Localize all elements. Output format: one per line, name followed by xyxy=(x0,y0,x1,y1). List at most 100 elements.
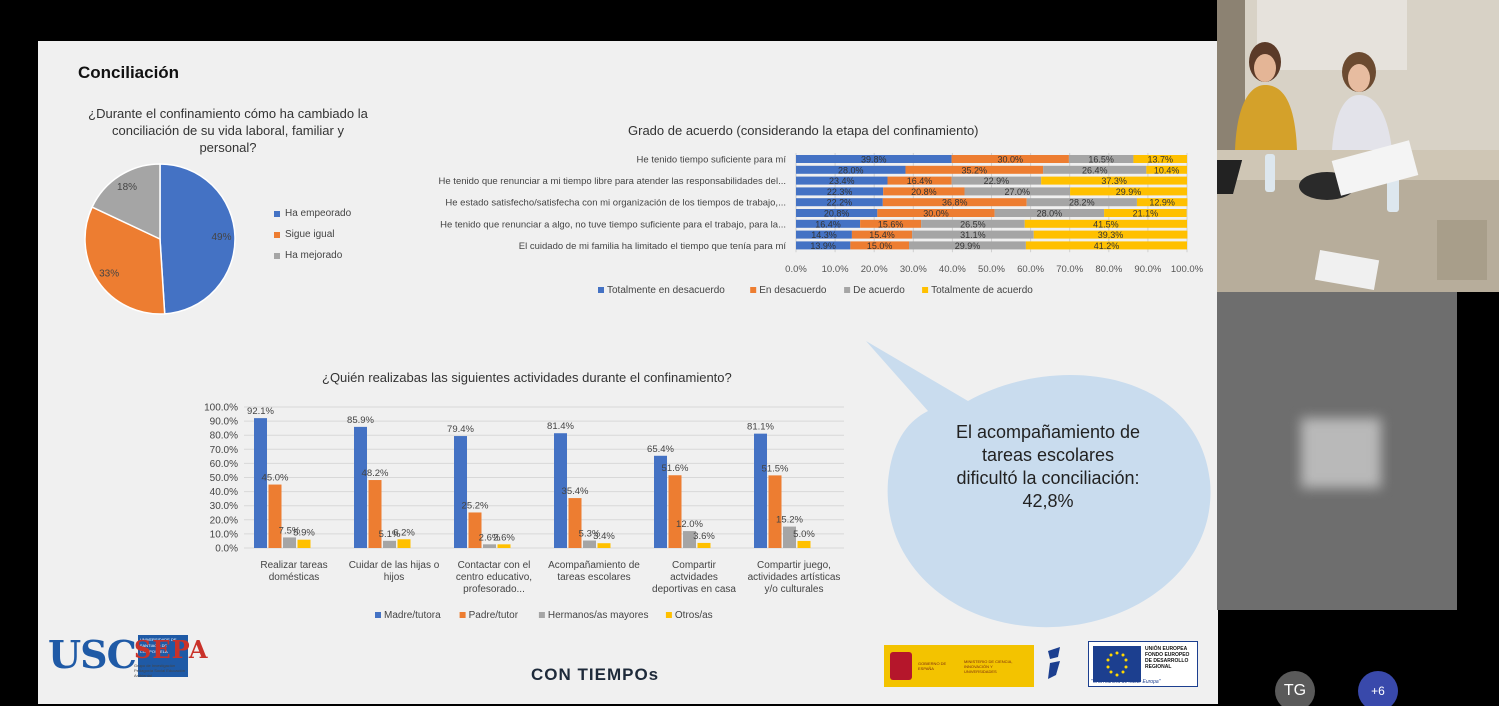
hbar-segment xyxy=(796,155,952,163)
hbar-legend-label: Totalmente en desacuerdo xyxy=(607,285,725,296)
vbar-data-label: 48.2% xyxy=(362,468,389,479)
hbar-legend-label: De acuerdo xyxy=(853,285,905,296)
participant-video[interactable] xyxy=(1217,0,1499,292)
hbar-data-label: 41.5% xyxy=(1093,219,1119,229)
hbar-segment xyxy=(882,198,1027,207)
hbar-xtick-label: 40.0% xyxy=(939,264,966,275)
hbar-segment xyxy=(796,230,852,239)
usc-logo: USC UNIVERSIDADE DE SANTIAGO DE COMPOSTE… xyxy=(48,635,188,677)
hbar-data-label: 30.0% xyxy=(923,209,949,219)
vbar-bar xyxy=(697,542,711,548)
vbar-data-label: 51.5% xyxy=(762,463,789,474)
hbar-segment xyxy=(951,176,1042,185)
blurred-video-icon xyxy=(1301,418,1381,488)
vbar-data-label: 5.1% xyxy=(379,529,401,540)
hbar-data-label: 28.2% xyxy=(1069,198,1095,208)
hbar-data-label: 13.9% xyxy=(810,241,836,251)
pie-legend-item: Sigue igual xyxy=(274,224,351,245)
pie-question-line: personal? xyxy=(199,140,257,155)
vbar-category-label: domésticas xyxy=(269,572,320,583)
hbar-xtick-label: 60.0% xyxy=(1017,264,1044,275)
hbar-data-label: 22.3% xyxy=(827,187,853,197)
hbar-segment xyxy=(994,209,1105,217)
vbar-category-label: profesorado... xyxy=(463,584,525,595)
hbar-title: Grado de acuerdo (considerando la etapa … xyxy=(628,123,979,138)
hbar-data-label: 26.5% xyxy=(960,219,986,229)
usc-logo-caption: UNIVERSIDADE DE SANTIAGO DE COMPOSTELA xyxy=(137,635,188,677)
more-participants-button[interactable]: +6 xyxy=(1358,671,1398,706)
eu-logo: UNIÓN EUROPEA FONDO EUROPEO DE DESARROLL… xyxy=(1088,641,1198,687)
vbar-legend-label: Hermanos/as mayores xyxy=(548,610,649,621)
hbar-segment xyxy=(1104,209,1187,217)
vbar-ytick-label: 100.0% xyxy=(204,403,238,414)
vbar-data-label: 92.1% xyxy=(247,406,274,417)
hbar-segment xyxy=(850,241,909,250)
vbar-category-label: Compartir juego, xyxy=(757,560,831,571)
vbar-data-label: 25.2% xyxy=(462,500,489,511)
hbar-xtick-label: 100.0% xyxy=(1171,264,1204,275)
pie-slice xyxy=(159,163,236,315)
vbar-legend-swatch xyxy=(665,612,672,618)
hbar-data-label: 20.8% xyxy=(824,209,850,219)
vbar-data-label: 45.0% xyxy=(262,473,289,484)
vbar-data-label: 5.0% xyxy=(793,529,815,540)
hbar-data-label: 35.2% xyxy=(962,165,988,175)
vbar-bar xyxy=(754,433,767,548)
vbar-data-label: 15.2% xyxy=(776,515,803,526)
pie-question-line: conciliación de su vida laboral, familia… xyxy=(112,123,344,138)
pie-legend-item: Ha mejorado xyxy=(274,245,351,266)
hbar-xtick-label: 10.0% xyxy=(822,264,849,275)
hbar-chart: 0.0% 10.0% 20.0% 30.0% 40.0% 50.0% 60.0% 70.0% 8… xyxy=(439,153,1204,296)
participant-avatar-tg[interactable]: TG xyxy=(1275,671,1315,706)
hbar-segment xyxy=(883,187,965,196)
vbar-category-label: centro educativo, xyxy=(456,572,532,583)
hbar-segment xyxy=(887,176,952,185)
hbar-segment xyxy=(796,209,878,217)
vbar-ytick-label: 90.0% xyxy=(210,417,238,428)
legend-label: Ha mejorado xyxy=(285,250,343,261)
contiempos-logo: CON TIEMPOs xyxy=(531,665,660,684)
vbar-data-label: 79.4% xyxy=(447,424,474,435)
vbar-data-label: 65.4% xyxy=(647,444,674,455)
hbar-segment xyxy=(951,155,1069,163)
pie-slice xyxy=(84,206,166,315)
hbar-data-label: 14.3% xyxy=(811,230,837,240)
vbar-bar xyxy=(268,484,282,548)
hbar-data-label: 27.0% xyxy=(1005,187,1031,197)
hbar-xtick-label: 30.0% xyxy=(900,264,927,275)
vbar-data-label: 2.6% xyxy=(493,532,515,543)
hbar-data-label: 26.4% xyxy=(1082,165,1108,175)
hbar-segment xyxy=(1024,219,1187,228)
gobierno-logo: GOBIERNO DE ESPAÑA MINISTERIO DE CIENCIA… xyxy=(884,645,1034,687)
vbar-data-label: 6.2% xyxy=(393,527,415,538)
speech-bubble xyxy=(866,341,1211,628)
callout-line: tareas escolares xyxy=(981,445,1115,465)
hbar-xtick-label: 50.0% xyxy=(978,264,1005,275)
hbar-segment xyxy=(1026,198,1137,207)
vbar-bar xyxy=(354,426,367,548)
vbar-legend-swatch xyxy=(375,612,381,618)
hbar-segment xyxy=(964,187,1071,196)
vbar-ytick-label: 10.0% xyxy=(210,529,238,540)
hbar-category-label: He tenido que renunciar a algo, no tuve … xyxy=(440,219,786,230)
hbar-legend-swatch xyxy=(844,287,851,293)
hbar-segment xyxy=(796,176,888,185)
hbar-category-label: El cuidado de mi familia ha limitado el … xyxy=(519,241,787,252)
hbar-data-label: 15.6% xyxy=(878,219,904,229)
hbar-legend-swatch xyxy=(598,287,604,293)
hbar-segment xyxy=(796,165,906,174)
hbar-data-label: 30.0% xyxy=(998,155,1024,165)
vbar-legend-swatch xyxy=(538,612,545,618)
vbar-bar xyxy=(497,544,511,548)
hbar-segment xyxy=(796,219,861,228)
callout-text: El acompañamiento de tareas escolares di… xyxy=(918,421,1178,513)
hbar-data-label: 29.9% xyxy=(955,241,981,251)
vbar-legend-label: Padre/tutor xyxy=(469,610,519,621)
vbar-category-label: Cuidar de las hijas o xyxy=(349,560,440,571)
hbar-segment xyxy=(877,209,995,217)
vbar-bar xyxy=(368,480,382,548)
hbar-data-label: 41.2% xyxy=(1094,241,1120,251)
hbar-segment xyxy=(1068,155,1134,163)
vbar-category-label: Acompañamiento de xyxy=(548,560,640,571)
